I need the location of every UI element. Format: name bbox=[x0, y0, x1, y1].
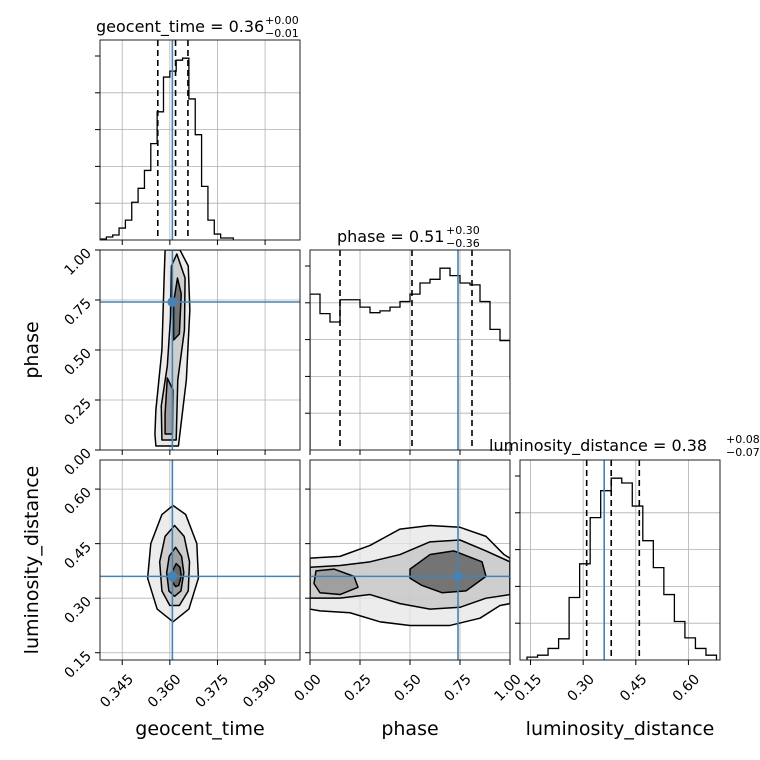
panel-luminosity_distance-vs-phase: 0.00 0.25 0.50 0.75 1.00 bbox=[291, 459, 525, 705]
y-tick-label: 0.25 bbox=[61, 396, 94, 429]
xlabel-geocent_time: geocent_time bbox=[135, 718, 264, 740]
truth-point bbox=[167, 571, 178, 582]
density-fill bbox=[314, 569, 358, 595]
y-tick-label: 0.45 bbox=[61, 539, 94, 572]
title-phase-minus: −0.36 bbox=[446, 237, 480, 250]
density-fill bbox=[410, 550, 486, 593]
grid bbox=[100, 40, 300, 240]
x-tick-label: 0.00 bbox=[291, 671, 324, 704]
y-tick-label: 0.75 bbox=[61, 296, 94, 329]
y-tick-label: 0.15 bbox=[61, 648, 94, 681]
truth-point bbox=[453, 571, 463, 582]
title-luminosity_distance-minus: −0.07 bbox=[726, 446, 760, 459]
y-tick-label: 1.00 bbox=[61, 246, 94, 279]
x-tick-label: 0.390 bbox=[240, 671, 280, 711]
title-phase: phase = 0.51 bbox=[337, 227, 444, 246]
y-tick-label: 0.50 bbox=[61, 346, 94, 379]
histogram-step bbox=[310, 267, 510, 450]
histogram-step bbox=[526, 477, 718, 660]
contour-line bbox=[172, 277, 183, 341]
ylabel-phase: phase bbox=[21, 321, 43, 378]
x-tick-label: 0.60 bbox=[670, 671, 703, 704]
contour-line bbox=[310, 539, 510, 610]
title-geocent_time: geocent_time = 0.36 bbox=[96, 17, 264, 37]
xlabel-luminosity_distance: luminosity_distance bbox=[526, 718, 715, 740]
title-phase-plus: +0.30 bbox=[446, 224, 480, 237]
contour-line bbox=[165, 546, 185, 598]
title-geocent_time-minus: −0.01 bbox=[265, 27, 299, 40]
grid bbox=[520, 460, 720, 660]
panel-luminosity_distance-hist: 0.15 0.30 0.45 0.60 bbox=[512, 459, 721, 705]
title-luminosity_distance-plus: +0.08 bbox=[726, 433, 760, 446]
contour-line bbox=[313, 568, 359, 596]
panel-phase-hist bbox=[305, 249, 511, 455]
x-tick-label: 0.345 bbox=[97, 671, 137, 711]
x-tick-label: 0.375 bbox=[193, 671, 233, 711]
histogram-step bbox=[100, 57, 234, 240]
grid bbox=[100, 460, 300, 660]
x-tick-label: 0.50 bbox=[391, 671, 424, 704]
xlabel-phase: phase bbox=[381, 718, 438, 740]
y-tick-label: 0.60 bbox=[61, 485, 94, 518]
contour-line bbox=[158, 524, 191, 607]
y-tick-label: 0.00 bbox=[61, 446, 94, 479]
contour-line bbox=[154, 250, 191, 447]
title-geocent_time-plus: +0.00 bbox=[265, 14, 299, 27]
x-tick-label: 0.75 bbox=[441, 671, 474, 704]
contour-line bbox=[160, 253, 186, 441]
x-tick-label: 0.360 bbox=[145, 671, 185, 711]
contour-line bbox=[310, 524, 510, 627]
x-tick-label: 0.45 bbox=[617, 671, 650, 704]
y-tick-label: 0.30 bbox=[61, 594, 94, 627]
contour-line bbox=[409, 550, 487, 594]
ylabel-luminosity_distance: luminosity_distance bbox=[21, 466, 43, 655]
grid bbox=[100, 249, 300, 451]
truth-point bbox=[167, 297, 178, 307]
panel-luminosity_distance-vs-geocent_time: 0.345 0.360 0.375 0.390 0.15 0.30 0.45 0.60 bbox=[61, 459, 301, 711]
x-tick-label: 0.30 bbox=[565, 671, 598, 704]
panel-phase-vs-geocent_time: 0.00 0.25 0.50 0.75 1.00 bbox=[61, 246, 301, 479]
panel-geocent_time-hist bbox=[95, 39, 301, 245]
contour-line bbox=[164, 377, 174, 435]
title-luminosity_distance: luminosity_distance = 0.38 bbox=[489, 436, 707, 456]
x-tick-label: 0.25 bbox=[341, 671, 374, 704]
